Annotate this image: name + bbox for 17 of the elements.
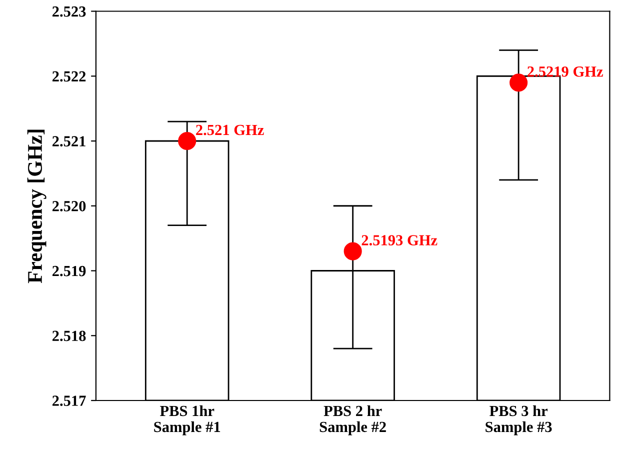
x-tick-label: PBS 2 hr Sample #2 [320,405,386,436]
point [510,74,528,92]
point [344,242,362,260]
data-label: 2.5219 GHz [528,66,603,77]
y-tick-label: 2.522 [52,71,86,82]
x-tick-label: PBS 3 hr Sample #3 [486,405,552,436]
y-tick-label: 2.517 [52,396,86,406]
y-tick-label: 2.521 [52,136,86,147]
y-tick-label: 2.519 [52,266,86,276]
y-axis-title: Frequency [GHz] [27,130,46,284]
y-tick-label: 2.523 [52,6,86,17]
data-label: 2.5193 GHz [362,235,438,246]
point [178,132,196,150]
y-tick-label: 2.518 [52,330,86,342]
y-tick-label: 2.520 [52,201,86,212]
data-label: 2.521 GHz [196,124,264,136]
x-tick-label: PBS 1hr Sample #1 [154,405,220,436]
